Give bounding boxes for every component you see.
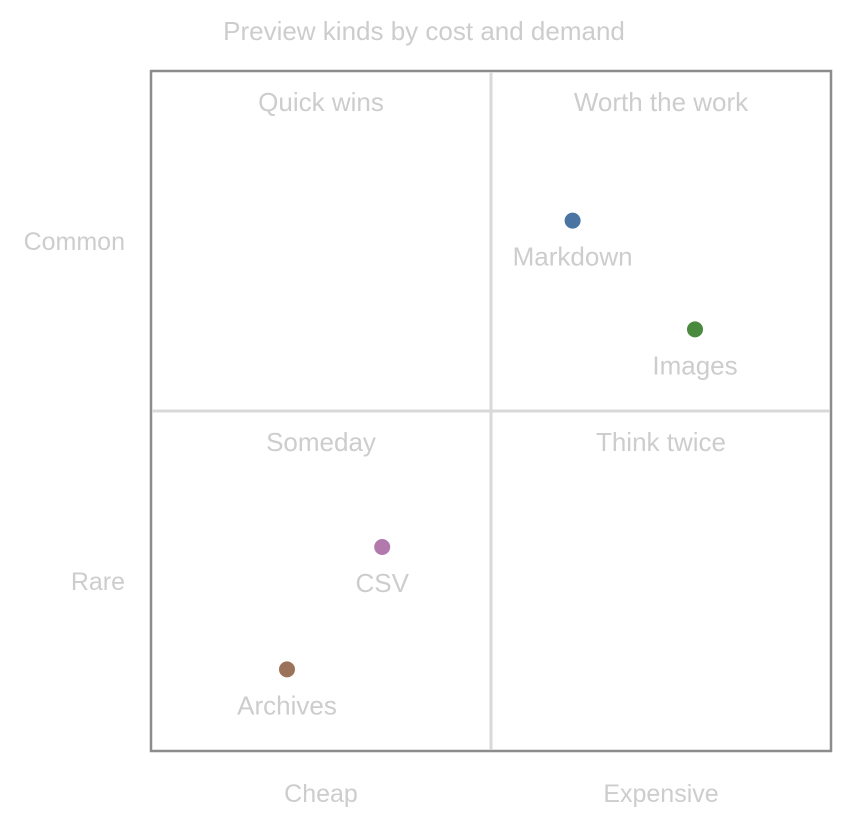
point-label-markdown: Markdown <box>513 242 633 272</box>
chart-title: Preview kinds by cost and demand <box>223 16 625 46</box>
data-points: Markdown Images CSV Archives <box>237 212 738 720</box>
point-archives <box>279 661 295 678</box>
point-markdown <box>564 212 581 229</box>
quadrant-label-worth-the-work: Worth the work <box>574 87 749 117</box>
plot-frame <box>149 69 833 753</box>
y-tick-label-rare: Rare <box>71 568 125 596</box>
point-images <box>687 321 703 338</box>
point-csv <box>374 539 391 555</box>
point-label-images: Images <box>652 350 737 380</box>
quadrant-label-someday: Someday <box>266 427 376 457</box>
quadrant-label-think-twice: Think twice <box>596 427 726 457</box>
x-tick-label-cheap: Cheap <box>284 780 358 808</box>
y-tick-label-common: Common <box>24 228 125 256</box>
point-label-csv: CSV <box>355 568 409 598</box>
point-label-archives: Archives <box>237 690 337 720</box>
quadrant-label-quick-wins: Quick wins <box>258 87 384 117</box>
x-tick-label-expensive: Expensive <box>603 780 718 808</box>
